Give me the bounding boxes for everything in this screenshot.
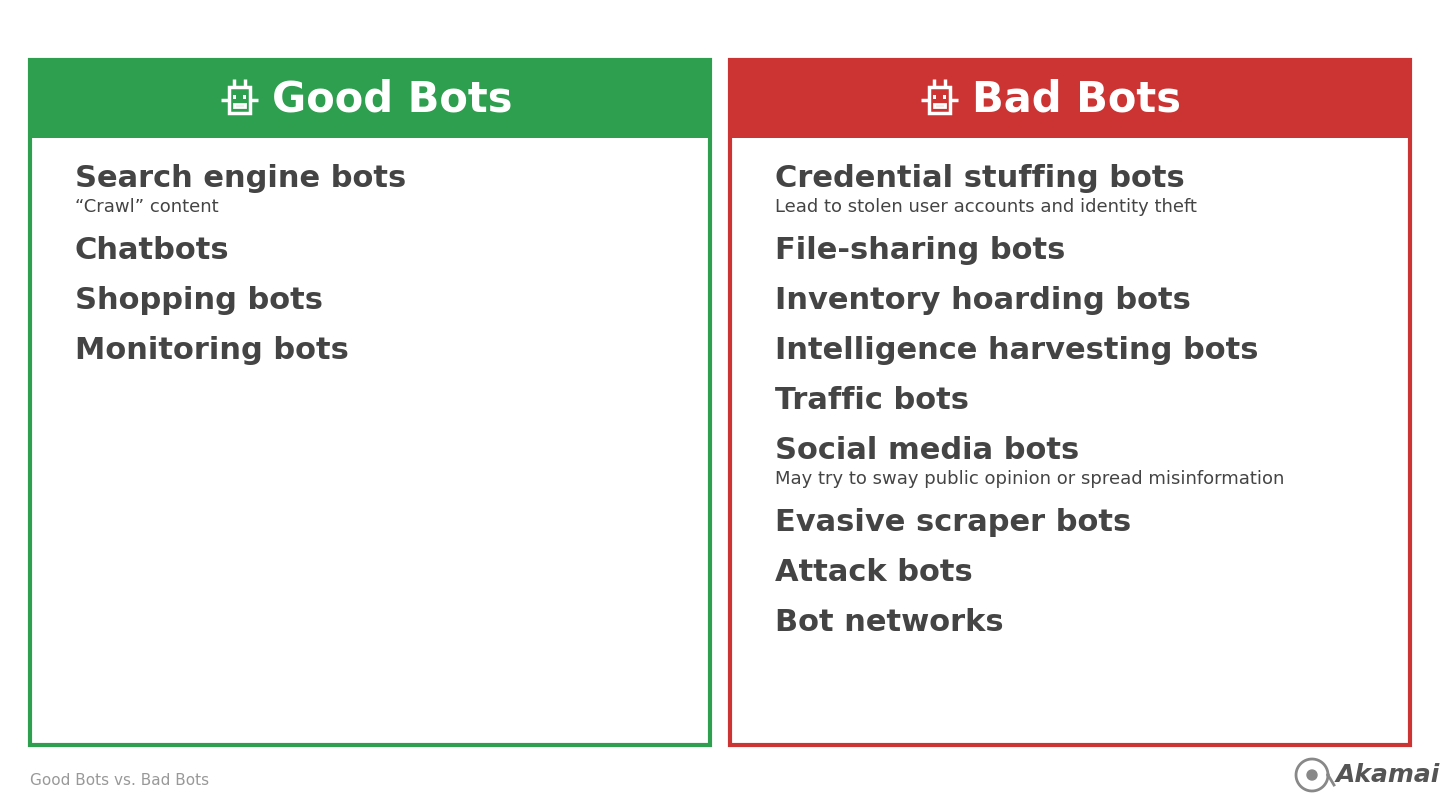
Text: Chatbots: Chatbots	[75, 236, 229, 265]
Text: Evasive scraper bots: Evasive scraper bots	[775, 508, 1132, 537]
FancyBboxPatch shape	[233, 96, 236, 99]
Text: Good Bots vs. Bad Bots: Good Bots vs. Bad Bots	[30, 773, 209, 788]
Text: Good Bots: Good Bots	[272, 78, 513, 120]
FancyBboxPatch shape	[30, 60, 710, 138]
Text: Attack bots: Attack bots	[775, 558, 973, 587]
Text: Bad Bots: Bad Bots	[972, 78, 1181, 120]
FancyBboxPatch shape	[943, 96, 946, 99]
Text: Lead to stolen user accounts and identity theft: Lead to stolen user accounts and identit…	[775, 198, 1197, 216]
FancyBboxPatch shape	[730, 60, 1410, 745]
Text: Intelligence harvesting bots: Intelligence harvesting bots	[775, 336, 1259, 365]
Text: File-sharing bots: File-sharing bots	[775, 236, 1066, 265]
Text: “Crawl” content: “Crawl” content	[75, 198, 219, 216]
FancyBboxPatch shape	[933, 96, 936, 99]
Text: Bot networks: Bot networks	[775, 608, 1004, 637]
FancyBboxPatch shape	[730, 60, 1410, 138]
Text: Shopping bots: Shopping bots	[75, 286, 323, 315]
Text: Traffic bots: Traffic bots	[775, 386, 969, 415]
FancyBboxPatch shape	[243, 96, 246, 99]
Text: Credential stuffing bots: Credential stuffing bots	[775, 164, 1185, 193]
FancyBboxPatch shape	[30, 60, 710, 745]
Text: Monitoring bots: Monitoring bots	[75, 336, 348, 365]
Text: Inventory hoarding bots: Inventory hoarding bots	[775, 286, 1191, 315]
Text: Search engine bots: Search engine bots	[75, 164, 406, 193]
Text: Akamai: Akamai	[1336, 763, 1440, 787]
Text: Social media bots: Social media bots	[775, 436, 1079, 465]
Text: May try to sway public opinion or spread misinformation: May try to sway public opinion or spread…	[775, 470, 1284, 488]
Circle shape	[1308, 770, 1318, 780]
